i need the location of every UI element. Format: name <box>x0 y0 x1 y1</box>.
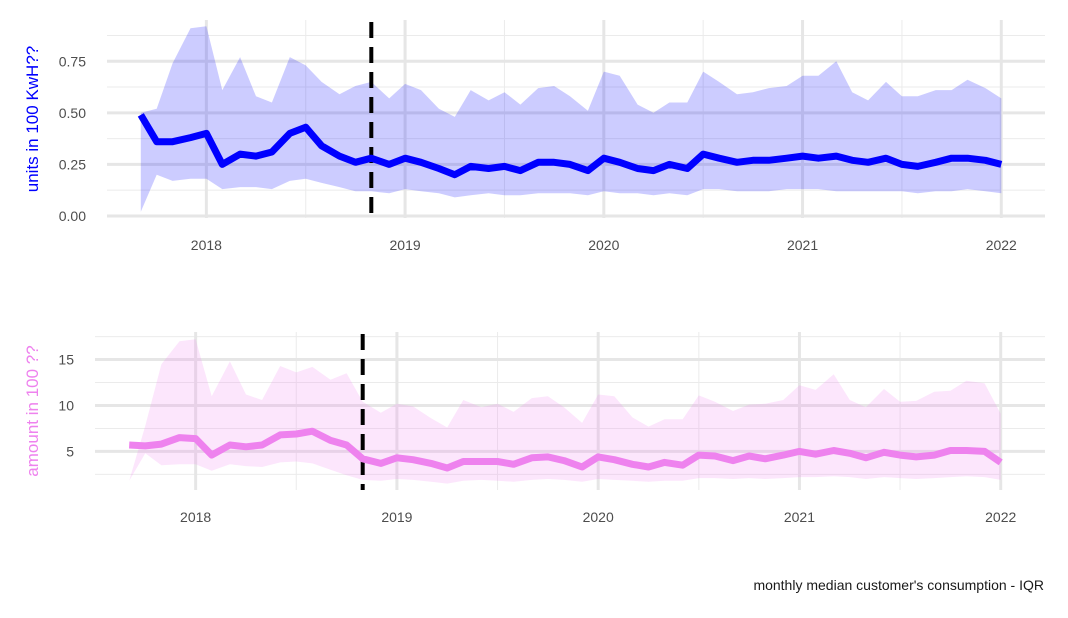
x-tick-label: 2018 <box>180 509 211 525</box>
x-tick-label: 2021 <box>784 509 815 525</box>
median-line <box>129 427 1003 472</box>
y-tick-label: 0.25 <box>59 156 86 172</box>
x-tick-label: 2022 <box>985 509 1016 525</box>
x-tick-label: 2022 <box>986 237 1017 253</box>
median-line <box>137 113 1003 179</box>
x-tick-label: 2019 <box>381 509 412 525</box>
y-tick-label: 0.00 <box>59 208 86 224</box>
amount-panel: 2018 2019 2020 2021 2022 5 10 15 amount in 100 ?… <box>23 332 1045 525</box>
x-tick-label: 2020 <box>583 509 614 525</box>
x-tick-label: 2021 <box>787 237 818 253</box>
y-tick-label: 15 <box>58 352 74 368</box>
y-tick-label: 5 <box>66 443 74 459</box>
y-axis-title: units in 100 KwH?? <box>23 46 42 192</box>
y-tick-label: 0.75 <box>59 53 86 69</box>
x-tick-label: 2020 <box>588 237 619 253</box>
y-tick-label: 10 <box>58 397 74 413</box>
consumption-panel: 2018 2019 2020 2021 2022 0.00 0.25 0.50 0.75 unit… <box>23 20 1045 253</box>
x-tick-label: 2019 <box>390 237 421 253</box>
iqr-band <box>140 26 1002 212</box>
chart-caption: monthly median customer's consumption - … <box>753 577 1044 593</box>
y-tick-label: 0.50 <box>59 105 86 121</box>
x-tick-label: 2018 <box>191 237 222 253</box>
y-axis-title: amount in 100 ?? <box>23 345 42 476</box>
